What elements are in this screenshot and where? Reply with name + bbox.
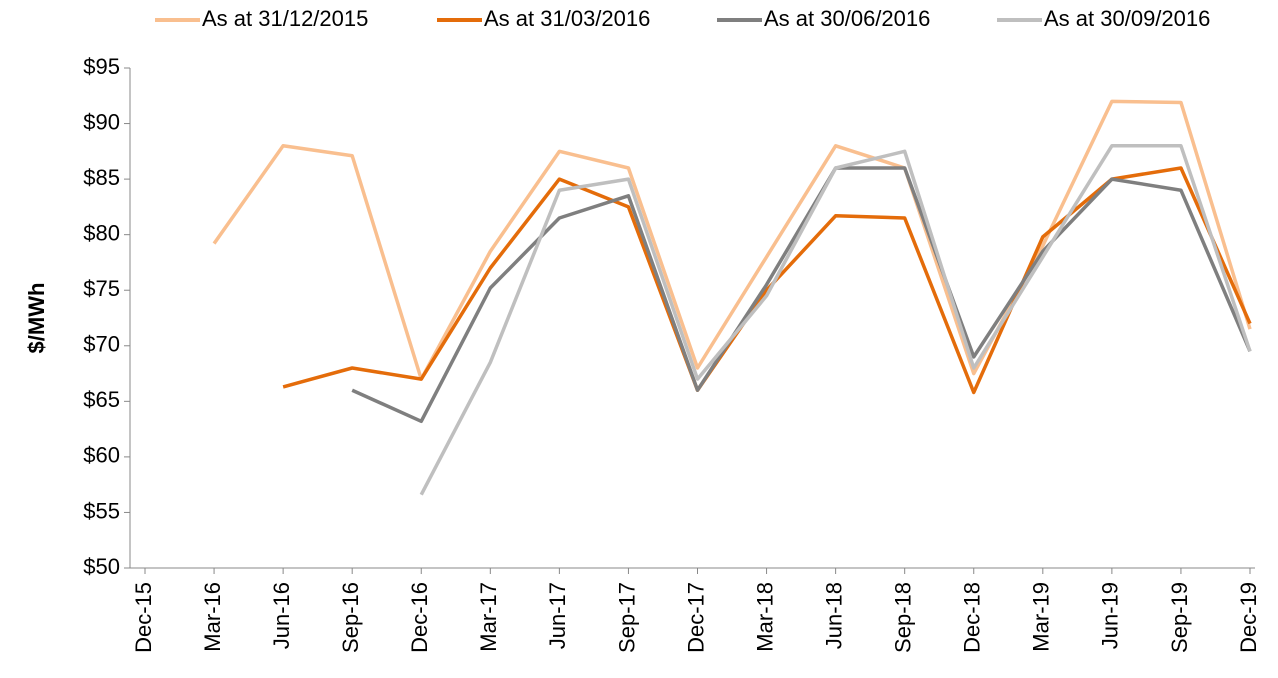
series-line: [419, 144, 1252, 496]
x-tick-label: Jun-19: [1098, 582, 1123, 649]
y-tick-label: $65: [83, 387, 120, 412]
x-tick-label: Dec-18: [960, 582, 985, 653]
legend-label: As at 30/09/2016: [1044, 6, 1210, 31]
legend-label: As at 30/06/2016: [764, 6, 930, 31]
y-tick-label: $75: [83, 276, 120, 301]
x-tick-label: Mar-16: [200, 582, 225, 652]
y-tick-label: $50: [83, 554, 120, 579]
x-tick-label: Sep-16: [338, 582, 363, 653]
y-tick-label: $55: [83, 498, 120, 523]
x-tick-label: Dec-16: [407, 582, 432, 653]
x-tick-label: Sep-19: [1167, 582, 1192, 653]
series-line: [212, 99, 1252, 381]
y-axis-label: $/MWh: [24, 283, 49, 354]
x-tick-label: Sep-17: [614, 582, 639, 653]
x-tick-label: Sep-18: [891, 582, 916, 653]
y-tick-label: $80: [83, 220, 120, 245]
x-tick-label: Dec-17: [683, 582, 708, 653]
x-tick-label: Jun-16: [269, 582, 294, 649]
x-tick-label: Dec-15: [131, 582, 156, 653]
x-tick-label: Jun-18: [821, 582, 846, 649]
x-tick-label: Mar-19: [1029, 582, 1054, 652]
x-tick-label: Mar-17: [476, 582, 501, 652]
legend-label: As at 31/03/2016: [484, 6, 650, 31]
series-line: [351, 166, 1252, 424]
series-line: [282, 166, 1252, 395]
y-tick-label: $70: [83, 332, 120, 357]
x-tick-label: Dec-19: [1236, 582, 1261, 653]
y-tick-label: $60: [83, 443, 120, 468]
y-tick-label: $95: [83, 54, 120, 79]
x-tick-label: Mar-18: [752, 582, 777, 652]
legend-label: As at 31/12/2015: [202, 6, 368, 31]
y-tick-label: $85: [83, 165, 120, 190]
y-tick-label: $90: [83, 109, 120, 134]
x-tick-label: Jun-17: [545, 582, 570, 649]
